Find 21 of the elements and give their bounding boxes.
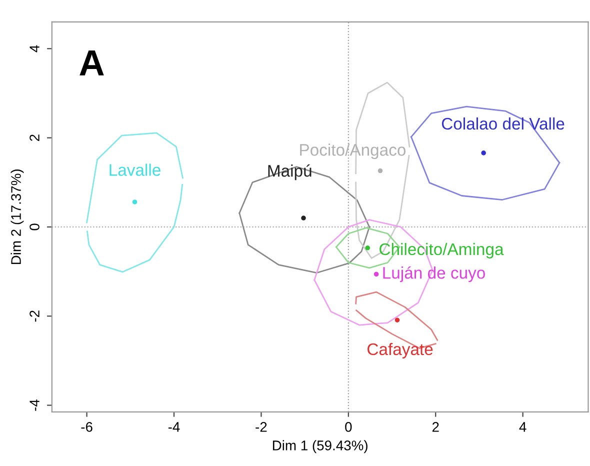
text: Colalao del Valle xyxy=(442,117,564,130)
x-tick-label: -2 xyxy=(256,422,267,432)
text: Maipú xyxy=(268,164,312,180)
series-label: Chilecito/Aminga xyxy=(380,242,504,258)
y-tick-label: 4 xyxy=(30,45,40,52)
x-axis-title: Dim 1 (59.43%) xyxy=(272,440,368,454)
series-label: Pocito/Angaco xyxy=(300,144,406,160)
y-tick-label: -2 xyxy=(30,310,40,322)
x-tick-label: 4 xyxy=(519,422,526,432)
x-tick-label: 0 xyxy=(345,422,352,432)
y-tick-label: 0 xyxy=(30,224,40,230)
series-label: Luján de cuyo xyxy=(383,266,485,282)
y-axis-title: Dim 2 (17.37%) xyxy=(10,170,24,264)
x-tick-label: -6 xyxy=(81,422,92,432)
series-label: Cafayate xyxy=(368,342,433,358)
x-tick-label: 2 xyxy=(432,422,439,432)
series-label: Lavalle xyxy=(110,164,160,176)
x-tick-label: -4 xyxy=(168,422,180,432)
y-tick-label: -4 xyxy=(30,399,40,411)
annotation: A xyxy=(80,50,104,76)
y-tick-label: 2 xyxy=(30,134,40,141)
